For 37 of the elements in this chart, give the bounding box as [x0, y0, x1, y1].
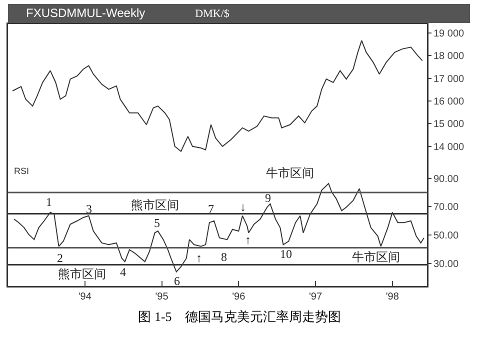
annotation: 6 — [174, 274, 180, 288]
annotation: 牛市区间 — [352, 250, 400, 264]
x-tick-label: '96 — [232, 292, 246, 302]
caption: 图 1-5 德国马克美元汇率周走势图 — [137, 308, 342, 326]
annotation: 9 — [265, 191, 271, 205]
annotation: 1 — [46, 195, 52, 209]
chart-title: FXUSDMMUL-Weekly — [26, 6, 146, 20]
y-tick-label: 17 000 — [434, 74, 465, 85]
y-tick-label: 90.00 — [434, 174, 459, 185]
annotation: 2 — [57, 251, 63, 265]
annotation: ↓ — [240, 200, 246, 214]
text: RSI — [14, 166, 30, 176]
annotation: 10 — [280, 247, 292, 261]
chart-subtitle: DMK/$ — [195, 8, 230, 20]
line-series — [12, 40, 423, 152]
y-tick-label: 50.00 — [434, 230, 459, 242]
annotation: 7 — [208, 202, 214, 216]
annotation: 牛市区间 — [266, 166, 314, 180]
y-tick-label: 70.00 — [434, 202, 459, 214]
y-tick-label: 30.00 — [434, 258, 459, 270]
y-tick-label: 19 000 — [434, 28, 465, 40]
annotation: 4 — [120, 265, 126, 279]
x-tick-label: '98 — [386, 292, 400, 302]
annotation: 8 — [221, 250, 227, 264]
y-tick-label: 15 000 — [434, 119, 465, 130]
annotation: 熊市区间 — [58, 267, 106, 281]
y-tick-label: 18 000 — [434, 51, 465, 62]
x-tick-label: '97 — [308, 292, 322, 302]
annotation: 熊市区间 — [131, 198, 179, 212]
annotation: ↑ — [245, 233, 251, 247]
annotation: ↑ — [196, 251, 202, 265]
y-tick-label: 16 000 — [434, 96, 465, 108]
x-tick-label: '94 — [78, 292, 92, 302]
annotation: 5 — [154, 216, 160, 230]
y-tick-label: 14 000 — [434, 142, 465, 153]
annotation: 3 — [86, 202, 92, 216]
x-tick-label: '95 — [155, 292, 169, 302]
